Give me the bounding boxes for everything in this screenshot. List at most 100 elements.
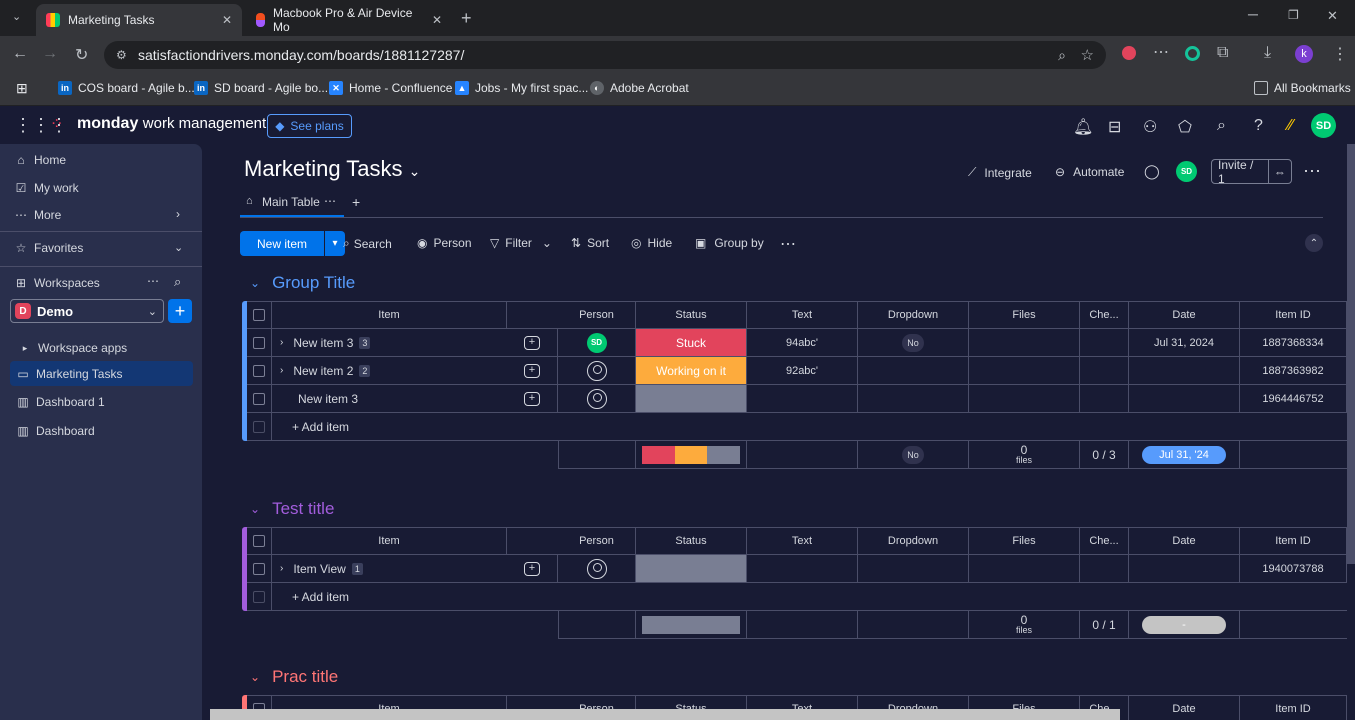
sidebar-item-my-work[interactable]: ☑ My work: [15, 181, 79, 195]
dropdown-cell[interactable]: [858, 357, 969, 385]
column-status[interactable]: Status: [636, 527, 747, 555]
updates-icon[interactable]: ◯: [1144, 163, 1160, 179]
expand-chevron-icon[interactable]: ›: [280, 337, 284, 348]
header-checkbox[interactable]: [247, 301, 272, 329]
all-bookmarks[interactable]: All Bookmarks: [1254, 81, 1351, 95]
expand-chevron-icon[interactable]: ›: [280, 365, 284, 376]
updates-cell[interactable]: +: [507, 357, 558, 385]
browser-tab-active[interactable]: Marketing Tasks ✕: [36, 4, 242, 36]
column-item-id[interactable]: Item ID: [1240, 695, 1347, 720]
checkbox-box[interactable]: [253, 336, 265, 349]
status-cell[interactable]: [636, 385, 747, 413]
user-avatar[interactable]: SD: [1311, 113, 1336, 138]
bookmark-item[interactable]: ▲ Jobs - My first spac...: [455, 81, 588, 95]
add-view-icon[interactable]: +: [352, 194, 361, 210]
add-update-icon[interactable]: +: [524, 561, 540, 576]
search-icon[interactable]: ⌕: [174, 274, 182, 289]
person-cell[interactable]: [558, 357, 636, 385]
see-plans-button[interactable]: ◆ See plans: [267, 114, 352, 138]
search-icon[interactable]: ⌕: [1217, 117, 1226, 134]
dropdown-cell[interactable]: [858, 385, 969, 413]
extension-icon[interactable]: ⋯: [1153, 44, 1169, 61]
checkbox-box[interactable]: [253, 364, 265, 377]
integrate-button[interactable]: ⟋ Integrate: [968, 165, 1032, 180]
column-updates[interactable]: [507, 527, 558, 555]
group-title-text[interactable]: Group Title: [272, 273, 356, 292]
tab-options-icon[interactable]: ⋯: [324, 194, 336, 208]
notifications-icon[interactable]: 🔔︎: [1073, 119, 1094, 136]
group-title[interactable]: ⌄ Test title: [250, 499, 334, 519]
column-date[interactable]: Date: [1129, 527, 1240, 555]
add-item-label[interactable]: + Add item: [292, 419, 350, 434]
dropdown-cell[interactable]: No: [858, 329, 969, 357]
header-checkbox[interactable]: [247, 527, 272, 555]
sidebar-dashboard[interactable]: ▥ Dashboard: [17, 424, 95, 438]
sidebar-board-marketing-tasks[interactable]: ▭ Marketing Tasks: [17, 367, 123, 381]
more-options-icon[interactable]: ⋯: [780, 236, 796, 253]
filter-button[interactable]: ▽ Filter ⌄: [490, 236, 552, 250]
group-title-text[interactable]: Test title: [272, 499, 335, 518]
help-icon[interactable]: ?: [1254, 117, 1263, 134]
header-checkbox-box[interactable]: [253, 535, 265, 547]
bookmark-item[interactable]: in COS board - Agile b...: [58, 81, 195, 95]
status-cell[interactable]: Stuck: [636, 329, 747, 357]
add-update-icon[interactable]: +: [524, 363, 540, 378]
dropdown-cell[interactable]: [858, 555, 969, 583]
updates-cell[interactable]: +: [507, 329, 558, 357]
files-cell[interactable]: [969, 357, 1080, 385]
text-cell[interactable]: 92abc': [747, 357, 858, 385]
files-cell[interactable]: [969, 385, 1080, 413]
checkbox-column-cell[interactable]: [1080, 329, 1129, 357]
horizontal-scrollbar[interactable]: [210, 709, 1120, 720]
item-name[interactable]: New item 2: [293, 363, 354, 378]
add-to-workspace-button[interactable]: +: [168, 299, 192, 323]
group-title[interactable]: ⌄ Group Title: [250, 273, 355, 293]
column-files[interactable]: Files: [969, 527, 1080, 555]
bookmark-item[interactable]: in SD board - Agile bo...: [194, 81, 328, 95]
new-item-dropdown[interactable]: ▾: [325, 231, 345, 256]
site-info-icon[interactable]: ⚙: [116, 48, 127, 62]
table-row-item[interactable]: › New item 3 3: [272, 329, 507, 357]
sidebar-workspaces[interactable]: ⊞ Workspaces: [15, 276, 100, 290]
person-cell[interactable]: [558, 555, 636, 583]
row-checkbox[interactable]: [247, 555, 272, 583]
board-member-avatar[interactable]: SD: [1176, 161, 1197, 182]
monday-menu-icon[interactable]: ⁄⁄: [1288, 117, 1294, 134]
close-window-icon[interactable]: ✕: [1327, 8, 1338, 23]
row-checkbox[interactable]: [247, 329, 272, 357]
copy-link-icon[interactable]: ⇔: [1267, 159, 1291, 184]
sidebar-item-home[interactable]: ⌂ Home: [14, 153, 66, 167]
reload-icon[interactable]: ↻: [75, 47, 89, 64]
item-name[interactable]: New item 3: [293, 335, 354, 350]
hide-button[interactable]: ◎ Hide: [631, 236, 673, 250]
url-field[interactable]: ⚙ satisfactiondrivers.monday.com/boards/…: [104, 41, 1106, 69]
minimize-icon[interactable]: ─: [1248, 6, 1258, 22]
row-checkbox[interactable]: [247, 357, 272, 385]
row-checkbox[interactable]: [247, 385, 272, 413]
chevron-down-icon[interactable]: ⌄: [250, 670, 261, 684]
checkbox-column-cell[interactable]: [1080, 385, 1129, 413]
forward-icon[interactable]: →: [42, 45, 58, 62]
column-date[interactable]: Date: [1129, 301, 1240, 329]
column-date[interactable]: Date: [1129, 695, 1240, 720]
sort-button[interactable]: ⇅ Sort: [571, 236, 610, 250]
download-icon[interactable]: ⤓: [1264, 44, 1272, 61]
close-tab-icon[interactable]: ✕: [221, 13, 232, 27]
collapse-header-icon[interactable]: ⌃: [1305, 234, 1323, 252]
item-name[interactable]: New item 3: [298, 391, 359, 406]
date-cell[interactable]: [1129, 357, 1240, 385]
close-tab-icon[interactable]: ✕: [431, 13, 442, 27]
group-title-text[interactable]: Prac title: [272, 667, 339, 686]
back-icon[interactable]: ←: [12, 45, 28, 62]
app-brand[interactable]: monday work management: [77, 115, 267, 132]
files-cell[interactable]: [969, 329, 1080, 357]
person-filter-button[interactable]: ◉ Person: [417, 236, 472, 250]
new-tab-icon[interactable]: +: [461, 8, 472, 28]
column-item[interactable]: Item: [272, 301, 507, 329]
checkbox-column-cell[interactable]: [1080, 555, 1129, 583]
files-cell[interactable]: [969, 555, 1080, 583]
board-menu-icon[interactable]: ⋯: [1303, 161, 1321, 181]
column-dropdown[interactable]: Dropdown: [858, 301, 969, 329]
invite-members-icon[interactable]: ⚇: [1143, 119, 1158, 136]
status-cell[interactable]: Working on it: [636, 357, 747, 385]
